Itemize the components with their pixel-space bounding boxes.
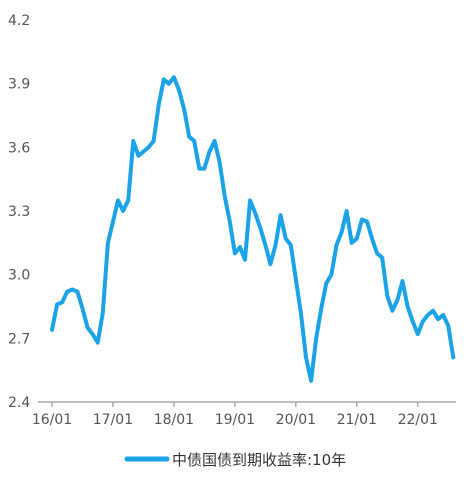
y-tick-label: 3.9 [8,77,30,93]
y-tick-label: 2.4 [8,395,30,411]
legend: 中债国债到期收益率:10年 [124,451,346,469]
x-tick-label: 19/01 [215,412,255,428]
x-tick-label: 22/01 [398,412,438,428]
x-tick-label: 18/01 [154,412,194,428]
y-tick-label: 3.0 [8,268,30,284]
x-tick-label: 17/01 [93,412,133,428]
x-axis: 16/01 17/01 18/01 19/01 20/01 21/01 22/01 [32,402,438,428]
series-layer [50,75,456,383]
x-tick-label: 21/01 [337,412,377,428]
x-tick-label: 16/01 [32,412,72,428]
x-tick-label: 20/01 [276,412,316,428]
y-tick-label: 4.2 [8,13,30,29]
legend-label: 中债国债到期收益率:10年 [172,451,346,469]
y-tick-label: 3.6 [8,140,30,156]
y-tick-label: 3.3 [8,204,30,220]
y-axis: 4.2 3.9 3.6 3.3 3.0 2.7 2.4 [8,13,30,411]
y-tick-label: 2.7 [8,331,30,347]
series-line [50,75,456,383]
